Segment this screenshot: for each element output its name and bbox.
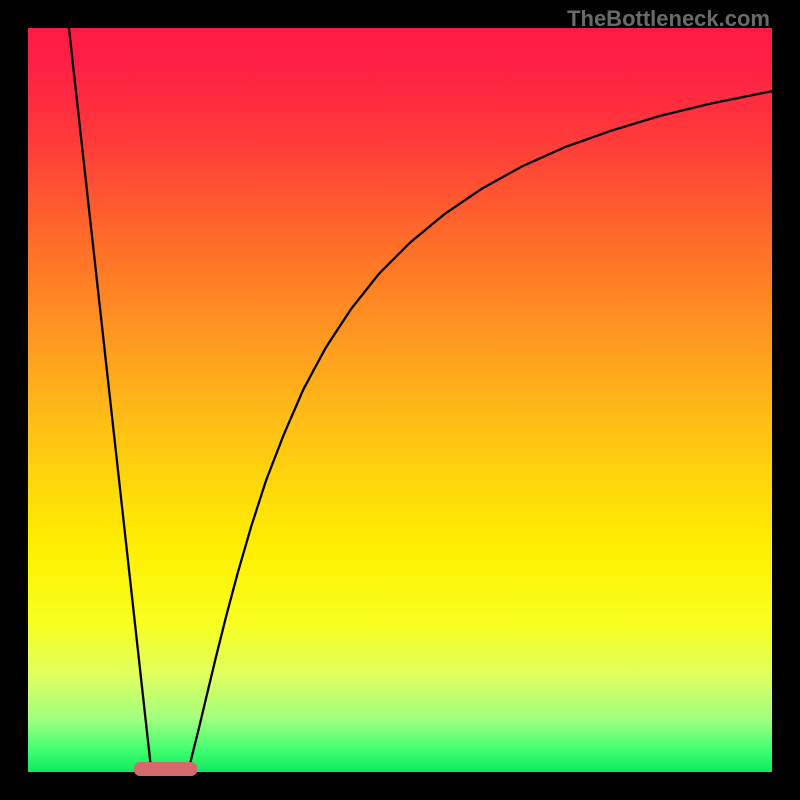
watermark-text: TheBottleneck.com xyxy=(567,6,770,32)
valley-marker xyxy=(134,762,197,776)
chart-container: TheBottleneck.com xyxy=(0,0,800,800)
chart-svg xyxy=(0,0,800,800)
